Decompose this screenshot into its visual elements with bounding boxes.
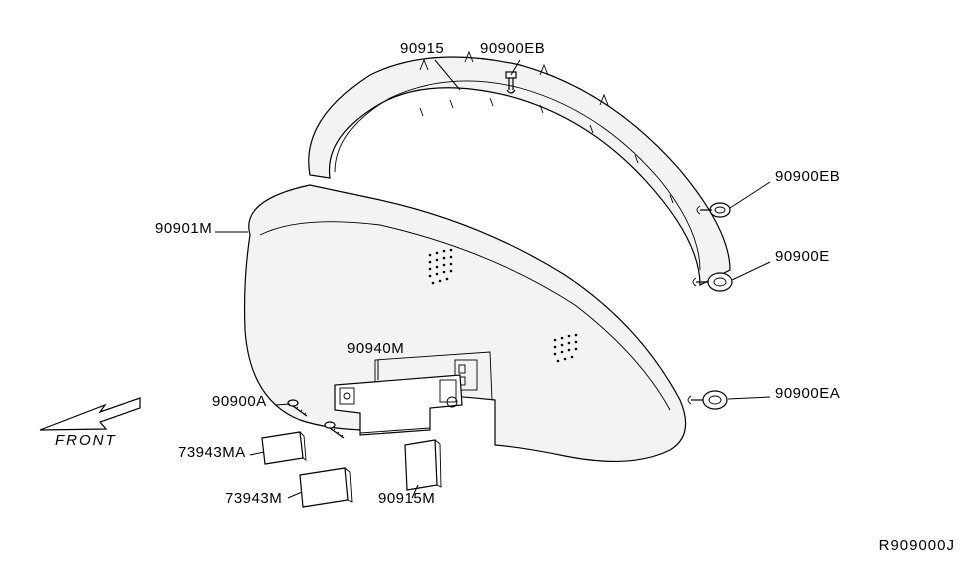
front-arrow — [40, 398, 140, 430]
callout-90901M: 90901M — [155, 220, 212, 237]
callout-90900A: 90900A — [212, 393, 267, 410]
callout-90900EB-top: 90900EB — [480, 40, 545, 57]
callout-90900EB-side: 90900EB — [775, 168, 840, 185]
front-indicator-label: FRONT — [55, 432, 117, 449]
part-clip-90900EA — [688, 391, 727, 409]
diagram-canvas: FRONT R909000J 90915 90900EB 90900EB 909… — [0, 0, 975, 566]
callout-73943M: 73943M — [225, 490, 282, 507]
diagram-code: R909000J — [879, 537, 955, 554]
part-cover-73943M — [300, 468, 352, 507]
part-lower-finisher — [245, 185, 686, 461]
part-cover-73943MA — [262, 432, 306, 464]
callout-73943MA: 73943MA — [178, 444, 246, 461]
part-mask-90915M — [405, 440, 441, 490]
callout-90900EA: 90900EA — [775, 385, 840, 402]
callout-90900E: 90900E — [775, 248, 830, 265]
parts-diagram-svg — [0, 0, 975, 566]
callout-90940M: 90940M — [347, 340, 404, 357]
callout-90915M: 90915M — [378, 490, 435, 507]
callout-90915: 90915 — [400, 40, 444, 57]
